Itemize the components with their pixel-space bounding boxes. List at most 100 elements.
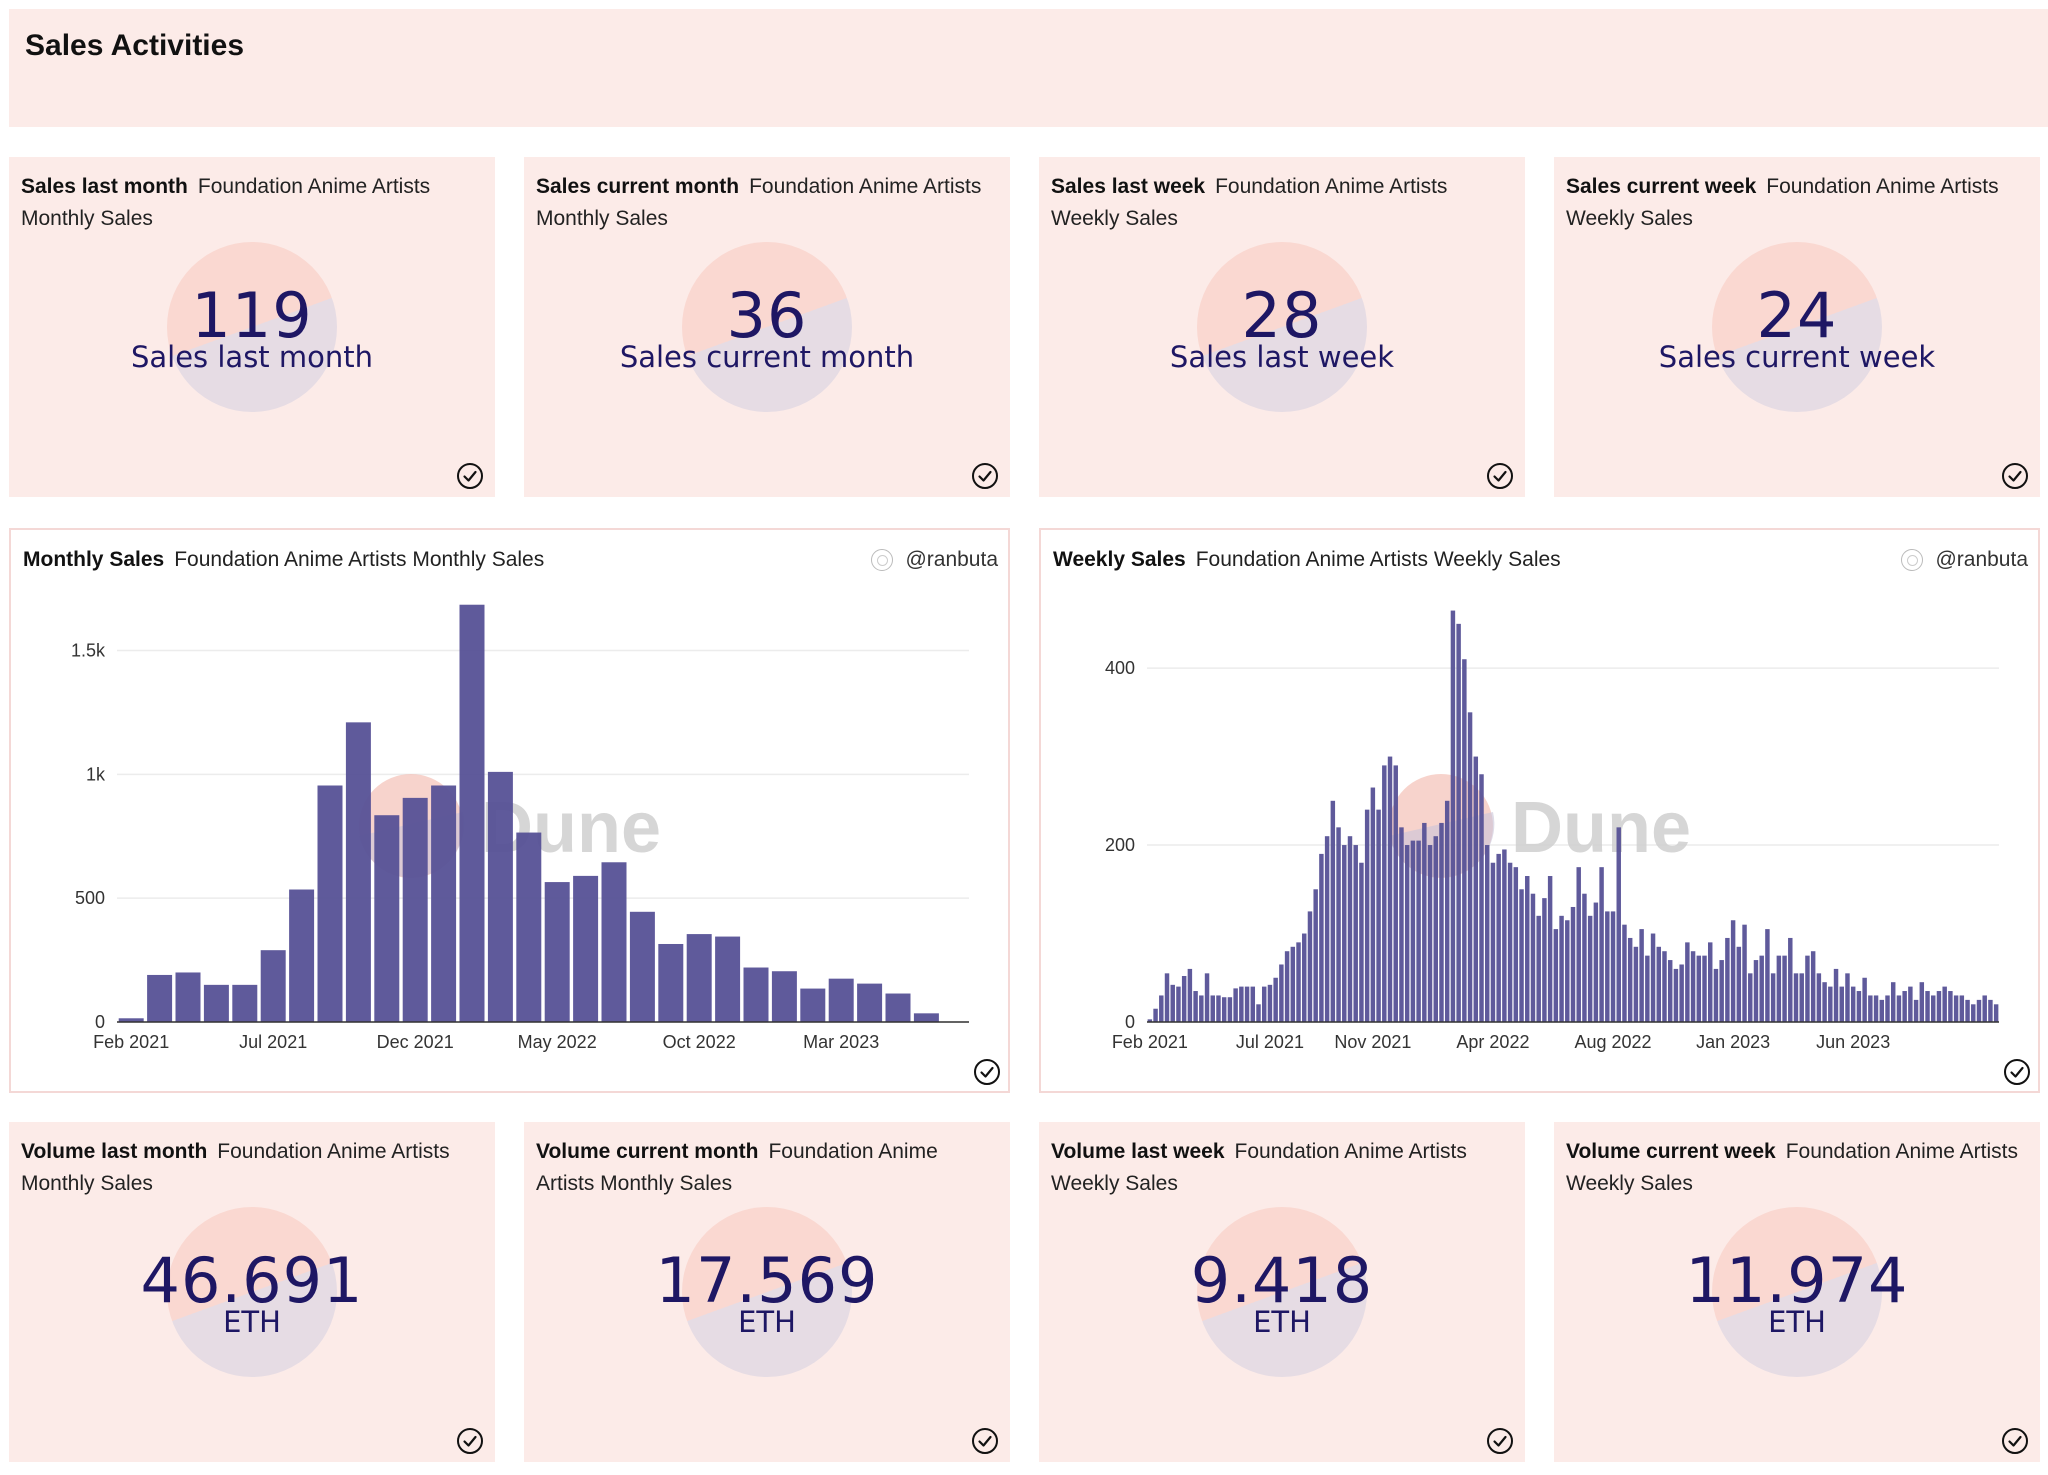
bar bbox=[1559, 915, 1564, 1022]
dune-logo-icon bbox=[1197, 1207, 1367, 1377]
card-title[interactable]: Monthly Sales bbox=[23, 548, 165, 571]
bar bbox=[1919, 982, 1925, 1022]
card-title[interactable]: Sales last week bbox=[1051, 175, 1206, 198]
bar bbox=[1890, 982, 1896, 1022]
bar bbox=[374, 815, 400, 1022]
owner-name[interactable]: @ranbuta bbox=[905, 548, 998, 571]
card-title[interactable]: Sales current week bbox=[1566, 175, 1757, 198]
card-title[interactable]: Volume last month bbox=[21, 1140, 208, 1163]
counter-card-volume-last-month[interactable]: Volume last month Foundation Anime Artist… bbox=[9, 1122, 495, 1462]
bar bbox=[857, 983, 883, 1022]
check-circle-icon[interactable] bbox=[2001, 462, 2029, 490]
bar bbox=[203, 984, 229, 1022]
check-circle-icon[interactable] bbox=[1486, 462, 1514, 490]
counter-label: ETH bbox=[223, 1305, 281, 1339]
bar bbox=[1370, 787, 1376, 1022]
chart-owner[interactable]: @ranbuta bbox=[1901, 544, 2028, 576]
bar bbox=[1233, 988, 1238, 1022]
card-title[interactable]: Sales last month bbox=[21, 175, 188, 198]
bar bbox=[1885, 995, 1890, 1022]
bar bbox=[1696, 955, 1702, 1022]
bar bbox=[1210, 995, 1215, 1022]
bar bbox=[1342, 845, 1347, 1022]
counter-label: Sales last week bbox=[1169, 340, 1395, 374]
card-title[interactable]: Volume current week bbox=[1566, 1140, 1776, 1163]
bar bbox=[1393, 765, 1398, 1022]
bar bbox=[1942, 986, 1947, 1022]
bar bbox=[1965, 999, 1970, 1022]
bar bbox=[1570, 906, 1576, 1022]
y-tick-label: 1k bbox=[86, 764, 106, 784]
card-title[interactable]: Weekly Sales bbox=[1053, 548, 1186, 571]
dune-logo-icon bbox=[682, 1207, 852, 1377]
counter-card-sales-last-month[interactable]: Sales last month Foundation Anime Artists… bbox=[9, 157, 495, 497]
bar bbox=[1685, 942, 1690, 1022]
counter-card-sales-last-week[interactable]: Sales last week Foundation Anime Artists … bbox=[1039, 157, 1525, 497]
y-tick-label: 400 bbox=[1105, 658, 1135, 678]
counter-card-sales-current-week[interactable]: Sales current week Foundation Anime Artis… bbox=[1554, 157, 2040, 497]
card-header: Sales last week Foundation Anime Artists … bbox=[1051, 171, 1511, 235]
bar bbox=[402, 797, 428, 1022]
counter-card-volume-last-week[interactable]: Volume last week Foundation Anime Artists… bbox=[1039, 1122, 1525, 1462]
bar bbox=[1450, 610, 1456, 1022]
bar bbox=[1519, 889, 1524, 1022]
x-tick-label: Dec 2021 bbox=[377, 1032, 454, 1052]
check-circle-icon[interactable] bbox=[2003, 1058, 2031, 1086]
card-subtitle[interactable]: Foundation Anime Artists Weekly Sales bbox=[1195, 548, 1561, 571]
counter-card-sales-current-month[interactable]: Sales current month Foundation Anime Arti… bbox=[524, 157, 1010, 497]
card-title[interactable]: Sales current month bbox=[536, 175, 740, 198]
check-circle-icon[interactable] bbox=[1486, 1427, 1514, 1455]
card-subtitle[interactable]: Foundation Anime Artists Monthly Sales bbox=[536, 175, 982, 230]
bar bbox=[516, 832, 542, 1022]
check-circle-icon[interactable] bbox=[456, 1427, 484, 1455]
card-header: Weekly Sales Foundation Anime Artists Wee… bbox=[1053, 544, 1778, 576]
bar bbox=[1530, 893, 1536, 1022]
bar bbox=[1868, 995, 1873, 1022]
card-title[interactable]: Volume last week bbox=[1051, 1140, 1225, 1163]
card-subtitle[interactable]: Foundation Anime Artists Monthly Sales bbox=[536, 1140, 938, 1195]
check-circle-icon[interactable] bbox=[971, 462, 999, 490]
x-tick-label: Jul 2021 bbox=[239, 1032, 307, 1052]
bar bbox=[1376, 809, 1381, 1022]
bar bbox=[1913, 999, 1919, 1022]
bar bbox=[913, 1013, 939, 1022]
bar bbox=[175, 972, 201, 1022]
bar bbox=[1187, 968, 1193, 1022]
x-tick-label: Feb 2021 bbox=[93, 1032, 169, 1052]
bar bbox=[1753, 960, 1759, 1022]
card-subtitle[interactable]: Foundation Anime Artists Monthly Sales bbox=[21, 1140, 450, 1195]
check-circle-icon[interactable] bbox=[973, 1058, 1001, 1086]
check-circle-icon[interactable] bbox=[456, 462, 484, 490]
check-circle-icon[interactable] bbox=[2001, 1427, 2029, 1455]
check-circle-icon[interactable] bbox=[971, 1427, 999, 1455]
chart-card-monthly-sales[interactable]: Monthly Sales Foundation Anime Artists Mo… bbox=[9, 528, 1010, 1093]
bar bbox=[1616, 827, 1621, 1022]
card-title[interactable]: Volume current month bbox=[536, 1140, 759, 1163]
bar bbox=[1216, 995, 1221, 1022]
y-tick-label: 0 bbox=[95, 1012, 105, 1032]
counter-card-volume-current-week[interactable]: Volume current week Foundation Anime Arti… bbox=[1554, 1122, 2040, 1462]
bar bbox=[1976, 999, 1982, 1022]
bar bbox=[686, 934, 712, 1022]
chart-card-weekly-sales[interactable]: Weekly Sales Foundation Anime Artists Wee… bbox=[1039, 528, 2040, 1093]
card-subtitle[interactable]: Foundation Anime Artists Weekly Sales bbox=[1566, 1140, 2018, 1195]
counter-card-volume-current-month[interactable]: Volume current month Foundation Anime Art… bbox=[524, 1122, 1010, 1462]
card-subtitle[interactable]: Foundation Anime Artists Monthly Sales bbox=[21, 175, 431, 230]
owner-name[interactable]: @ranbuta bbox=[1935, 548, 2028, 571]
chart-owner[interactable]: @ranbuta bbox=[871, 544, 998, 576]
bar bbox=[1496, 853, 1501, 1022]
bar bbox=[1153, 1008, 1158, 1022]
card-subtitle[interactable]: Foundation Anime Artists Weekly Sales bbox=[1051, 1140, 1467, 1195]
x-tick-label: May 2022 bbox=[518, 1032, 597, 1052]
bar bbox=[1925, 991, 1930, 1022]
card-subtitle[interactable]: Foundation Anime Artists Monthly Sales bbox=[174, 548, 545, 571]
bar bbox=[1828, 986, 1833, 1022]
bar bbox=[345, 722, 371, 1022]
bar bbox=[1850, 986, 1856, 1022]
counter-label: ETH bbox=[1768, 1305, 1826, 1339]
bar bbox=[1605, 911, 1610, 1022]
card-subtitle[interactable]: Foundation Anime Artists Weekly Sales bbox=[1051, 175, 1448, 230]
y-tick-label: 0 bbox=[1125, 1012, 1135, 1032]
card-subtitle[interactable]: Foundation Anime Artists Weekly Sales bbox=[1566, 175, 1999, 230]
